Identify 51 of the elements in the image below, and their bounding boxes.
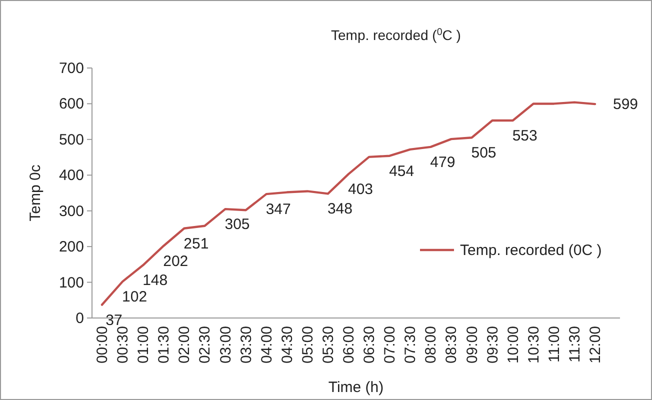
data-label: 553	[512, 128, 538, 144]
x-tick-label: 07:30	[402, 326, 420, 364]
x-tick-label: 10:30	[525, 326, 542, 364]
x-tick-label: 11:00	[546, 326, 563, 362]
x-tick-label: 08:30	[443, 326, 460, 364]
x-tick-label: 04:00	[258, 326, 276, 364]
x-tick-label: 01:00	[135, 326, 152, 364]
chart-title: Temp. recorded ($^{0}$C )	[331, 26, 461, 43]
data-label: 505	[471, 144, 496, 162]
x-tick-label: 05:30	[320, 326, 337, 364]
y-tick-label: 500	[58, 131, 84, 148]
x-tick-label: 00:30	[114, 326, 132, 364]
data-label: 305	[224, 216, 250, 234]
y-axis-title: Temp 0c	[27, 164, 44, 222]
x-tick-label: 04:30	[278, 326, 296, 364]
data-label: 148	[142, 272, 168, 290]
y-tick-label: 300	[58, 202, 84, 220]
data-label: 454	[389, 162, 414, 180]
y-tick-label: 0	[76, 310, 84, 327]
x-tick-label: 06:30	[361, 326, 378, 364]
data-label: 251	[184, 235, 209, 252]
x-tick-label: 03:00	[217, 326, 234, 364]
x-tick-label: 01:30	[156, 326, 173, 364]
y-tick-label: 700	[58, 60, 84, 77]
x-tick-label: 02:00	[176, 326, 194, 364]
data-label: 102	[122, 288, 148, 306]
data-label: 202	[163, 252, 188, 270]
x-tick-label: 03:30	[238, 326, 255, 364]
x-tick-label: 02:30	[196, 326, 214, 364]
x-tick-label: 07:00	[382, 326, 399, 364]
x-tick-label: 09:30	[484, 326, 502, 364]
x-tick-label: 10:00	[504, 326, 522, 364]
data-label: 403	[348, 181, 374, 198]
data-label: 479	[430, 154, 456, 171]
x-tick-label: 08:00	[422, 326, 440, 364]
x-tick-label: 09:00	[464, 326, 481, 364]
x-axis-title: Time (h)	[328, 379, 384, 396]
y-tick-label: 400	[58, 167, 84, 184]
x-tick-label: 05:00	[299, 326, 316, 364]
data-label: 599	[613, 96, 638, 114]
x-tick-label: 11:30	[566, 326, 584, 362]
x-tick-label: 12:00	[587, 326, 604, 364]
x-tick-label: 06:00	[340, 326, 358, 364]
x-tick-label: 00:00	[94, 326, 111, 364]
y-tick-label: 200	[58, 238, 84, 256]
data-label: 347	[266, 201, 291, 218]
line-series	[100, 101, 596, 306]
data-label: 348	[327, 200, 352, 218]
y-tick-label: 100	[58, 274, 84, 292]
y-tick-label: 600	[58, 96, 84, 113]
legend-label: Temp. recorded (0C )	[460, 242, 602, 259]
